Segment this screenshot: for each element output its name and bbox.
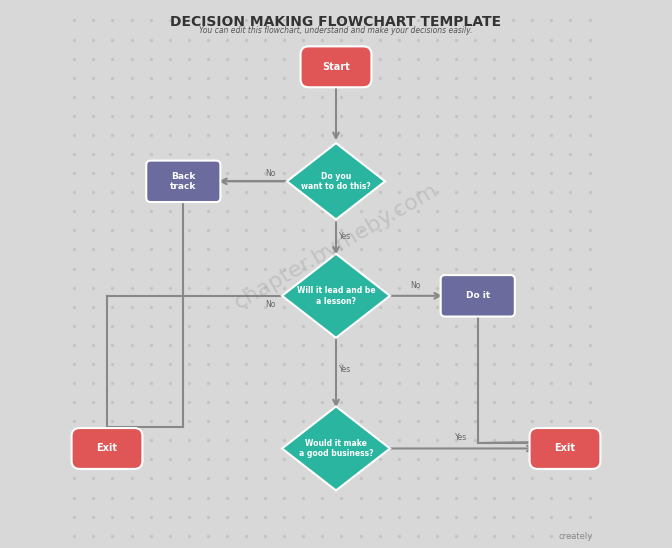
Text: No: No bbox=[265, 169, 276, 178]
Text: chapter.bymeby.com: chapter.bymeby.com bbox=[230, 180, 442, 313]
Text: Yes: Yes bbox=[339, 365, 351, 374]
FancyBboxPatch shape bbox=[441, 275, 515, 317]
Polygon shape bbox=[282, 407, 390, 490]
Text: Exit: Exit bbox=[554, 443, 575, 454]
Text: Would it make
a good business?: Would it make a good business? bbox=[299, 439, 373, 458]
Text: Yes: Yes bbox=[455, 433, 468, 442]
Text: No: No bbox=[410, 281, 420, 290]
Text: Will it lead and be
a lesson?: Will it lead and be a lesson? bbox=[296, 286, 376, 305]
Text: Start: Start bbox=[322, 62, 350, 72]
FancyBboxPatch shape bbox=[300, 47, 372, 87]
Text: creately: creately bbox=[558, 532, 592, 541]
Text: You can edit this flowchart, understand and make your decisions easily.: You can edit this flowchart, understand … bbox=[200, 26, 472, 35]
FancyBboxPatch shape bbox=[530, 428, 601, 469]
Polygon shape bbox=[282, 254, 390, 338]
Text: Exit: Exit bbox=[97, 443, 118, 454]
Text: Back
track: Back track bbox=[170, 172, 196, 191]
Text: Do it: Do it bbox=[466, 292, 490, 300]
FancyBboxPatch shape bbox=[71, 428, 142, 469]
Text: Yes: Yes bbox=[339, 232, 351, 241]
Text: Do you
want to do this?: Do you want to do this? bbox=[301, 172, 371, 191]
Polygon shape bbox=[287, 143, 385, 220]
Text: No: No bbox=[265, 300, 276, 309]
FancyBboxPatch shape bbox=[146, 161, 220, 202]
Text: DECISION MAKING FLOWCHART TEMPLATE: DECISION MAKING FLOWCHART TEMPLATE bbox=[171, 15, 501, 29]
